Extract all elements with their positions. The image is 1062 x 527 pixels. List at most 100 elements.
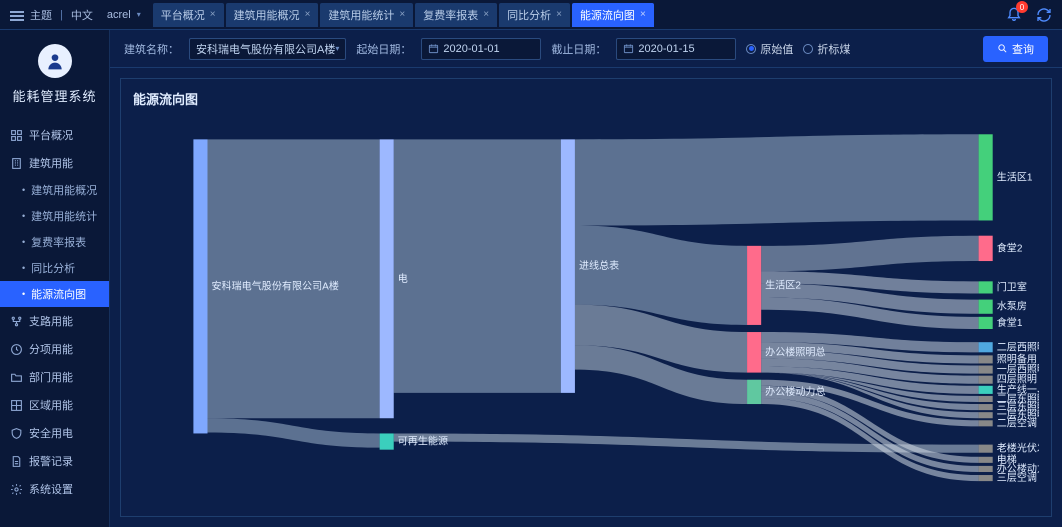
sankey-node[interactable]: 二层西照明 xyxy=(979,341,1039,353)
sankey-chart: 安科瑞电气股份有限公司A楼电可再生能源进线总表生活区1生活区2办公楼照明总办公楼… xyxy=(133,114,1039,520)
sidebar-item[interactable]: 支路用能 xyxy=(0,307,109,335)
query-button[interactable]: 查询 xyxy=(983,36,1048,62)
sidebar-subitem-label: 建筑用能概况 xyxy=(31,182,97,198)
sankey-node[interactable]: 生活区1 xyxy=(979,134,1033,220)
close-icon[interactable]: × xyxy=(399,9,405,20)
end-date-input[interactable]: 2020-01-15 xyxy=(616,38,736,60)
sankey-node-label: 照明备用 xyxy=(997,352,1037,365)
tab-label: 同比分析 xyxy=(507,7,551,23)
sankey-node[interactable]: 可再生能源 xyxy=(380,433,448,449)
sankey-node-label: 安科瑞电气股份有限公司A楼 xyxy=(212,279,339,292)
theme-label[interactable]: 主题 xyxy=(30,7,52,23)
clock-icon xyxy=(10,343,23,356)
sidebar-subitem-label: 能源流向图 xyxy=(31,286,86,302)
filter-bar: 建筑名称： 安科瑞电气股份有限公司A楼 ▾ 起始日期： 2020-01-01 截… xyxy=(110,30,1062,68)
sidebar-item[interactable]: 系统设置 xyxy=(0,475,109,503)
end-date-label: 截止日期： xyxy=(551,41,606,57)
radio-raw[interactable]: 原始值 xyxy=(746,41,793,57)
radio-coal[interactable]: 折标煤 xyxy=(803,41,850,57)
tab-label: 复费率报表 xyxy=(423,7,478,23)
tab[interactable]: 复费率报表 × xyxy=(415,3,497,27)
user-label[interactable]: acrel xyxy=(107,9,131,21)
sankey-node[interactable]: 二层空调 xyxy=(979,416,1037,429)
sidebar-item-label: 安全用电 xyxy=(29,425,73,441)
close-icon[interactable]: × xyxy=(483,9,489,20)
building-select[interactable]: 安科瑞电气股份有限公司A楼 ▾ xyxy=(189,38,346,60)
sankey-link xyxy=(394,139,561,393)
sidebar-subitem[interactable]: 建筑用能统计 xyxy=(0,203,109,229)
dashboard-icon xyxy=(10,129,23,142)
sankey-link xyxy=(207,139,379,418)
building-icon xyxy=(10,157,23,170)
sidebar-item-label: 报警记录 xyxy=(29,453,73,469)
notifications-button[interactable]: 0 xyxy=(1006,5,1022,24)
tab[interactable]: 能源流向图× xyxy=(572,3,654,27)
chevron-down-icon[interactable]: ▾ xyxy=(137,10,141,19)
sidebar-item[interactable]: 部门用能 xyxy=(0,363,109,391)
sidebar-item-label: 部门用能 xyxy=(29,369,73,385)
lang-label[interactable]: 中文 xyxy=(71,7,93,23)
sidebar-item[interactable]: 建筑用能 xyxy=(0,149,109,177)
close-icon[interactable]: × xyxy=(210,9,216,20)
refresh-icon[interactable] xyxy=(1036,7,1052,23)
sankey-node-label: 进线总表 xyxy=(579,259,619,272)
tab[interactable]: 平台概况× xyxy=(153,3,224,27)
tab[interactable]: 建筑用能统计× xyxy=(320,3,413,27)
end-date-value: 2020-01-15 xyxy=(638,43,694,55)
sankey-node-label: 食堂1 xyxy=(997,316,1023,329)
branch-icon xyxy=(10,315,23,328)
sankey-node[interactable]: 照明备用 xyxy=(979,352,1037,365)
sankey-node-label: 水泵房 xyxy=(997,300,1027,313)
sankey-node[interactable]: 食堂2 xyxy=(979,236,1023,261)
sidebar-subitem[interactable]: 建筑用能概况 xyxy=(0,177,109,203)
tab[interactable]: 建筑用能概况× xyxy=(226,3,319,27)
start-date-input[interactable]: 2020-01-01 xyxy=(421,38,541,60)
sidebar-item-label: 平台概况 xyxy=(29,127,73,143)
tab[interactable]: 同比分析 × xyxy=(499,3,570,27)
folder-icon xyxy=(10,371,23,384)
sidebar-item-label: 分项用能 xyxy=(29,341,73,357)
sidebar-item[interactable]: 区域用能 xyxy=(0,391,109,419)
sidebar-item[interactable]: 平台概况 xyxy=(0,121,109,149)
sidebar-subitem-label: 复费率报表 xyxy=(31,234,86,250)
sidebar-subitem[interactable]: 复费率报表 xyxy=(0,229,109,255)
start-date-value: 2020-01-01 xyxy=(443,43,499,55)
sankey-node-label: 食堂2 xyxy=(997,241,1023,254)
logo-icon xyxy=(38,44,72,78)
gear-icon xyxy=(10,483,23,496)
sankey-node[interactable]: 水泵房 xyxy=(979,300,1027,314)
sidebar-subitem-label: 同比分析 xyxy=(31,260,75,276)
sankey-node[interactable]: 老楼光伏发电 xyxy=(979,442,1039,455)
shield-icon xyxy=(10,427,23,440)
close-icon[interactable]: × xyxy=(305,9,311,20)
sidebar-item[interactable]: 安全用电 xyxy=(0,419,109,447)
sankey-node-label: 门卫室 xyxy=(997,280,1027,293)
search-icon xyxy=(997,43,1008,54)
chevron-down-icon: ▾ xyxy=(335,44,339,53)
sidebar-item-label: 区域用能 xyxy=(29,397,73,413)
sankey-node[interactable]: 门卫室 xyxy=(979,280,1027,293)
sidebar-subitem-label: 建筑用能统计 xyxy=(31,208,97,224)
logo-block: 能耗管理系统 xyxy=(0,30,109,115)
sidebar-item-label: 系统设置 xyxy=(29,481,73,497)
sankey-node-label: 老楼光伏发电 xyxy=(997,442,1039,455)
sankey-node-label: 办公楼照明总 xyxy=(765,345,825,358)
tab-bar: 平台概况×建筑用能概况×建筑用能统计×复费率报表×同比分析×能源流向图× xyxy=(153,3,654,27)
sankey-node[interactable]: 食堂1 xyxy=(979,316,1023,329)
topbar: 主题 | 中文 acrel ▾ 平台概况×建筑用能概况×建筑用能统计×复费率报表… xyxy=(0,0,1062,30)
menu-toggle-icon[interactable] xyxy=(10,9,24,21)
sankey-node[interactable]: 三层空调 xyxy=(979,471,1037,484)
sankey-node-label: 二层空调 xyxy=(997,416,1037,429)
chart-title: 能源流向图 xyxy=(133,89,1039,108)
notification-badge: 0 xyxy=(1016,1,1028,13)
sidebar-subitem[interactable]: 能源流向图 xyxy=(0,281,109,307)
doc-icon xyxy=(10,455,23,468)
sidebar-item[interactable]: 分项用能 xyxy=(0,335,109,363)
calendar-icon xyxy=(623,43,634,54)
sidebar-item[interactable]: 报警记录 xyxy=(0,447,109,475)
close-icon[interactable]: × xyxy=(556,9,562,20)
system-title: 能耗管理系统 xyxy=(12,86,96,105)
close-icon[interactable]: × xyxy=(640,9,646,20)
sidebar-subitem[interactable]: 同比分析 xyxy=(0,255,109,281)
sankey-link xyxy=(575,134,979,225)
